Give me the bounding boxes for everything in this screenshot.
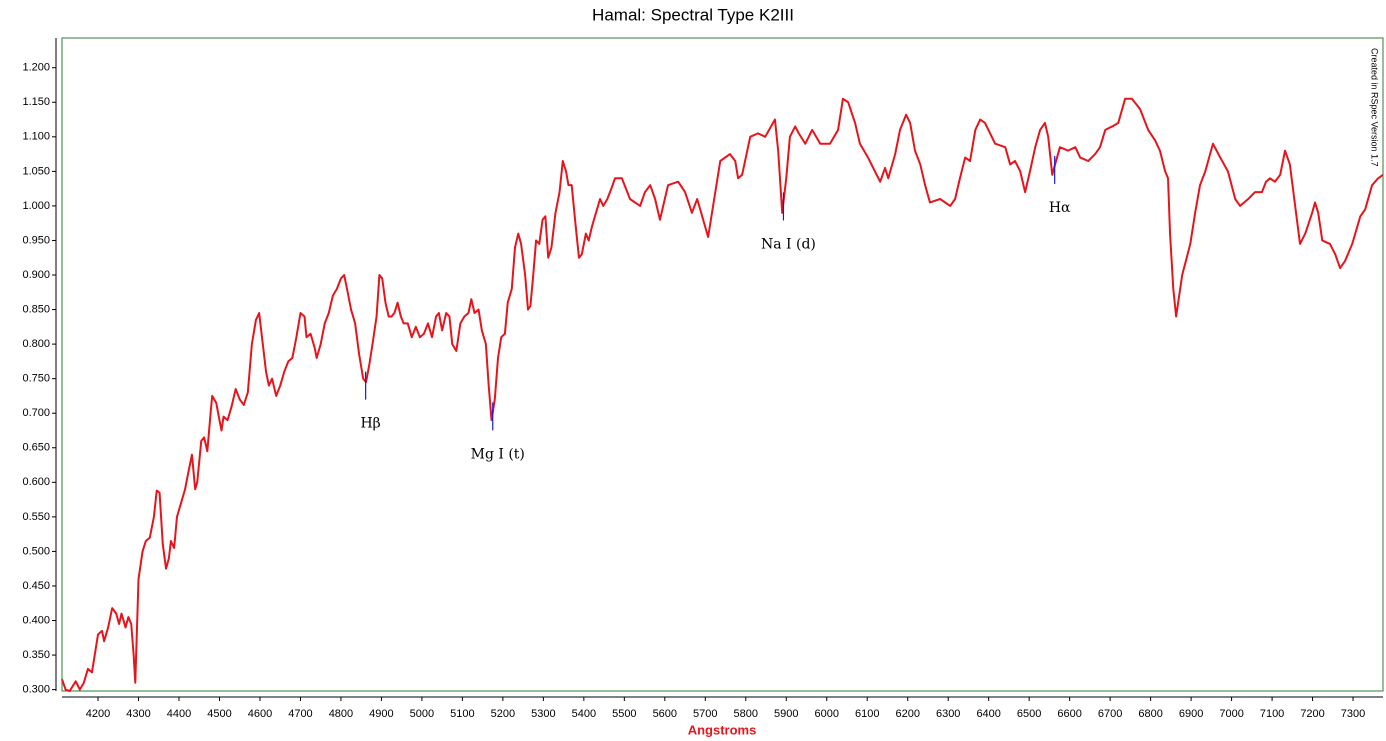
x-tick-label: 5200 bbox=[491, 708, 515, 720]
x-tick-label: 4700 bbox=[288, 708, 312, 720]
y-tick-label: 1.050 bbox=[22, 165, 50, 177]
x-tick-label: 4200 bbox=[86, 708, 110, 720]
y-tick-label: 0.500 bbox=[22, 545, 50, 557]
y-tick-label: 1.150 bbox=[22, 96, 50, 108]
annotation-label: Hβ bbox=[360, 416, 380, 432]
y-tick-label: 0.650 bbox=[22, 442, 50, 454]
y-tick-label: 0.550 bbox=[22, 511, 50, 523]
x-tick-label: 6100 bbox=[855, 708, 879, 720]
annotation-label: Na I (d) bbox=[761, 236, 816, 252]
x-tick-label: 4400 bbox=[167, 708, 191, 720]
y-tick-label: 0.700 bbox=[22, 407, 50, 419]
x-tick-label: 6400 bbox=[976, 708, 1000, 720]
x-tick-label: 6600 bbox=[1057, 708, 1081, 720]
x-tick-label: 4800 bbox=[329, 708, 353, 720]
x-tick-label: 5800 bbox=[734, 708, 758, 720]
y-tick-label: 0.400 bbox=[22, 614, 50, 626]
x-tick-label: 5100 bbox=[450, 708, 474, 720]
x-tick-label: 7200 bbox=[1300, 708, 1324, 720]
x-tick-label: 7300 bbox=[1341, 708, 1365, 720]
y-tick-label: 0.900 bbox=[22, 269, 50, 281]
x-tick-label: 5400 bbox=[572, 708, 596, 720]
x-axis-label: Angstroms bbox=[688, 722, 757, 737]
x-tick-label: 5900 bbox=[774, 708, 798, 720]
y-tick-label: 0.600 bbox=[22, 476, 50, 488]
x-tick-label: 6200 bbox=[895, 708, 919, 720]
y-tick-label: 0.750 bbox=[22, 373, 50, 385]
x-tick-label: 4300 bbox=[126, 708, 150, 720]
x-tick-label: 5600 bbox=[653, 708, 677, 720]
y-tick-label: 0.350 bbox=[22, 649, 50, 661]
x-tick-label: 5500 bbox=[612, 708, 636, 720]
x-tick-label: 5300 bbox=[531, 708, 555, 720]
x-tick-label: 4600 bbox=[248, 708, 272, 720]
annotation-label: Mg I (t) bbox=[471, 446, 525, 462]
y-tick-label: 0.950 bbox=[22, 234, 50, 246]
y-tick-label: 0.800 bbox=[22, 338, 50, 350]
x-tick-label: 6500 bbox=[1017, 708, 1041, 720]
y-tick-label: 0.850 bbox=[22, 303, 50, 315]
x-tick-label: 6000 bbox=[815, 708, 839, 720]
chart-title: Hamal: Spectral Type K2III bbox=[592, 5, 794, 24]
x-tick-label: 7100 bbox=[1260, 708, 1284, 720]
spectrum-line bbox=[61, 97, 1384, 692]
x-tick-label: 4500 bbox=[207, 708, 231, 720]
y-tick-label: 0.300 bbox=[22, 684, 50, 696]
x-tick-label: 4900 bbox=[369, 708, 393, 720]
annotation-label: Hα bbox=[1049, 200, 1071, 216]
x-tick-label: 5700 bbox=[693, 708, 717, 720]
x-tick-label: 5000 bbox=[410, 708, 434, 720]
x-tick-label: 7000 bbox=[1219, 708, 1243, 720]
y-tick-label: 1.100 bbox=[22, 131, 50, 143]
note: Created in RSpec Version 1.7 bbox=[1370, 48, 1380, 167]
x-tick-label: 6300 bbox=[936, 708, 960, 720]
x-tick-label: 6900 bbox=[1179, 708, 1203, 720]
x-tick-label: 6800 bbox=[1138, 708, 1162, 720]
y-tick-label: 1.000 bbox=[22, 200, 50, 212]
x-tick-label: 6700 bbox=[1098, 708, 1122, 720]
y-tick-label: 0.450 bbox=[22, 580, 50, 592]
plot-frame bbox=[61, 37, 1384, 692]
y-tick-label: 1.200 bbox=[22, 62, 50, 74]
